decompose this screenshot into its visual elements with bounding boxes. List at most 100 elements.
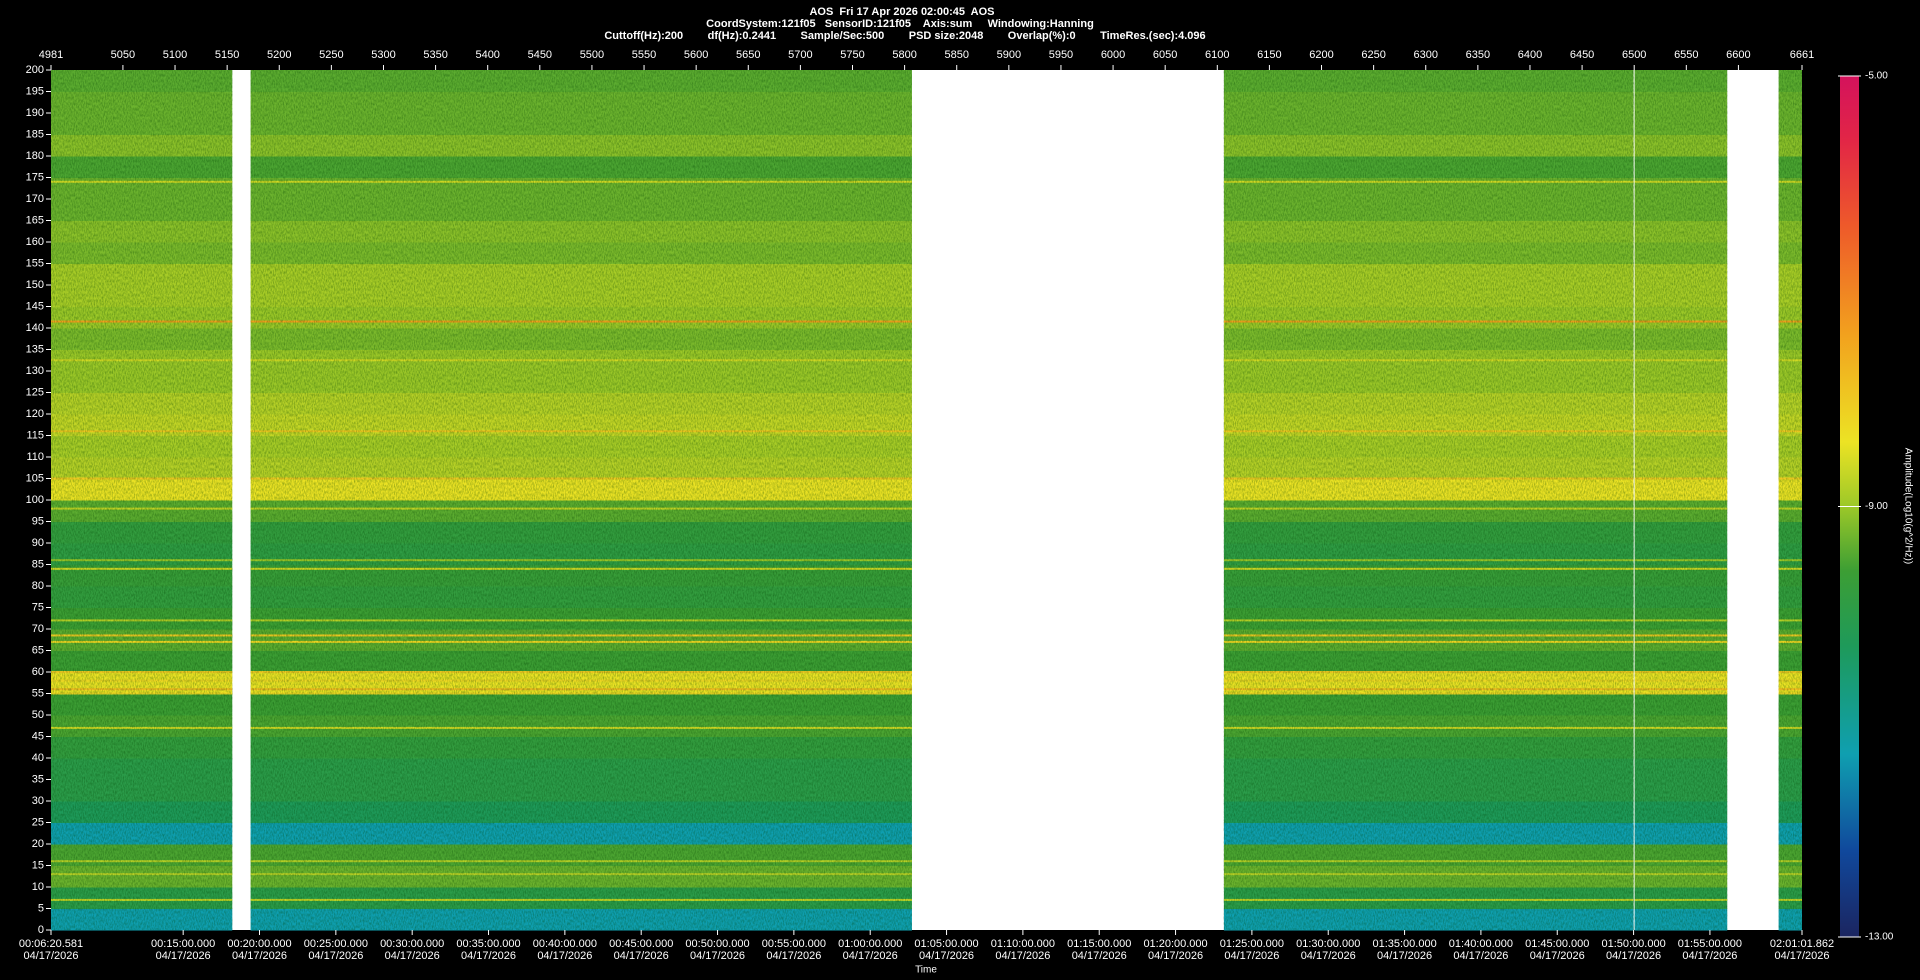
chart-subtitle: Cuttoff(Hz):200 df(Hz):0.2441 Sample/Sec… bbox=[604, 30, 1205, 42]
texture bbox=[51, 70, 233, 930]
y-tick-label: 20 bbox=[32, 838, 44, 850]
y-tick-label: 190 bbox=[26, 107, 44, 119]
x2-tick-label: 5500 bbox=[580, 49, 604, 61]
x2-tick-label: 5050 bbox=[111, 49, 135, 61]
x2-tick-label: 5700 bbox=[788, 49, 812, 61]
y-tick-label: 0 bbox=[38, 924, 44, 936]
y-tick-label: 50 bbox=[32, 709, 44, 721]
y-tick-label: 55 bbox=[32, 687, 44, 699]
x-tick-label: 01:15:00.000 bbox=[1067, 938, 1131, 950]
y-tick-label: 40 bbox=[32, 752, 44, 764]
x2-tick-label: 5300 bbox=[371, 49, 395, 61]
x-tick-date: 04/17/2026 bbox=[1774, 950, 1829, 962]
y-tick-label: 105 bbox=[26, 472, 44, 484]
y-tick-label: 145 bbox=[26, 300, 44, 312]
y-tick-label: 160 bbox=[26, 236, 44, 248]
y-tick-label: 170 bbox=[26, 193, 44, 205]
x-tick-label: 00:50:00.000 bbox=[685, 938, 749, 950]
x2-tick-label: 5400 bbox=[475, 49, 499, 61]
x-tick-label: 00:35:00.000 bbox=[456, 938, 520, 950]
x2-tick-label: 6550 bbox=[1674, 49, 1698, 61]
x-tick-label: 01:30:00.000 bbox=[1296, 938, 1360, 950]
x2-tick-label: 6400 bbox=[1518, 49, 1542, 61]
x2-tick-label: 5100 bbox=[163, 49, 187, 61]
y-tick-label: 45 bbox=[32, 730, 44, 742]
x-tick-date: 04/17/2026 bbox=[843, 950, 898, 962]
x-tick-date: 04/17/2026 bbox=[1453, 950, 1508, 962]
y-tick-label: 110 bbox=[26, 451, 44, 463]
y-tick-label: 140 bbox=[26, 322, 44, 334]
x-tick-label: 00:55:00.000 bbox=[762, 938, 826, 950]
y-tick-label: 75 bbox=[32, 601, 44, 613]
y-tick-label: 195 bbox=[26, 85, 44, 97]
x-tick-date: 04/17/2026 bbox=[23, 950, 78, 962]
colorbar-label: Amplitude(Log10(g^2/Hz)) bbox=[1902, 448, 1913, 564]
x2-tick-label: 6450 bbox=[1570, 49, 1594, 61]
x-tick-date: 04/17/2026 bbox=[690, 950, 745, 962]
y-tick-label: 165 bbox=[26, 214, 44, 226]
x-tick-date: 04/17/2026 bbox=[308, 950, 363, 962]
x-tick-label: 00:20:00.000 bbox=[227, 938, 291, 950]
y-tick-label: 15 bbox=[32, 859, 44, 871]
y-tick-label: 5 bbox=[38, 902, 44, 914]
x-tick-label: 00:25:00.000 bbox=[304, 938, 368, 950]
y-tick-label: 115 bbox=[26, 429, 44, 441]
x2-tick-label: 5550 bbox=[632, 49, 656, 61]
y-tick-label: 80 bbox=[32, 580, 44, 592]
x-tick-label: 01:45:00.000 bbox=[1525, 938, 1589, 950]
y-tick-label: 120 bbox=[26, 408, 44, 420]
x2-tick-label: 5600 bbox=[684, 49, 708, 61]
spectrogram-image bbox=[51, 70, 1802, 931]
x-tick-label: 01:20:00.000 bbox=[1143, 938, 1207, 950]
chart-subtitle: CoordSystem:121f05 SensorID:121f05 Axis:… bbox=[706, 18, 1094, 30]
x2-tick-label: 5650 bbox=[736, 49, 760, 61]
x-tick-date: 04/17/2026 bbox=[766, 950, 821, 962]
x-tick-date: 04/17/2026 bbox=[1682, 950, 1737, 962]
texture bbox=[250, 70, 912, 930]
texture bbox=[1778, 70, 1802, 930]
x-tick-label: 00:40:00.000 bbox=[533, 938, 597, 950]
y-tick-label: 35 bbox=[32, 773, 44, 785]
y-tick-label: 25 bbox=[32, 816, 44, 828]
x-tick-label: 01:55:00.000 bbox=[1678, 938, 1742, 950]
x-tick-date: 04/17/2026 bbox=[1301, 950, 1356, 962]
y-tick-label: 70 bbox=[32, 623, 44, 635]
x2-tick-label: 6000 bbox=[1101, 49, 1125, 61]
texture bbox=[1634, 70, 1728, 930]
x-tick-date: 04/17/2026 bbox=[1377, 950, 1432, 962]
y-tick-label: 65 bbox=[32, 644, 44, 656]
x-tick-date: 04/17/2026 bbox=[156, 950, 211, 962]
x2-tick-label: 5750 bbox=[840, 49, 864, 61]
x2-tick-label: 6050 bbox=[1153, 49, 1177, 61]
x-tick-label: 00:30:00.000 bbox=[380, 938, 444, 950]
chart-title: AOS Fri 17 Apr 2026 02:00:45 AOS bbox=[809, 6, 994, 18]
y-tick-label: 185 bbox=[26, 128, 44, 140]
x2-tick-label: 6600 bbox=[1726, 49, 1750, 61]
y-tick-label: 100 bbox=[26, 494, 44, 506]
y-tick-label: 175 bbox=[26, 171, 44, 183]
y-tick-label: 10 bbox=[32, 881, 44, 893]
y-tick-label: 180 bbox=[26, 150, 44, 162]
x-tick-label: 01:10:00.000 bbox=[991, 938, 1055, 950]
x2-tick-label: 5350 bbox=[423, 49, 447, 61]
x-tick-date: 04/17/2026 bbox=[232, 950, 287, 962]
y-tick-label: 60 bbox=[32, 666, 44, 678]
y-tick-label: 135 bbox=[26, 343, 44, 355]
x2-tick-label: 5200 bbox=[267, 49, 291, 61]
colorbar-tick-label: -5.00 bbox=[1865, 71, 1888, 82]
colorbar-tick-label: -9.00 bbox=[1865, 501, 1888, 512]
x-tick-label: 01:50:00.000 bbox=[1601, 938, 1665, 950]
y-tick-label: 155 bbox=[26, 257, 44, 269]
x2-tick-label: 5850 bbox=[944, 49, 968, 61]
x-axis-label: Time bbox=[915, 965, 937, 976]
x-tick-label: 00:45:00.000 bbox=[609, 938, 673, 950]
y-tick-label: 95 bbox=[32, 515, 44, 527]
x-tick-date: 04/17/2026 bbox=[461, 950, 516, 962]
x2-tick-label: 6150 bbox=[1257, 49, 1281, 61]
x2-tick-label: 6661 bbox=[1790, 49, 1814, 61]
x2-tick-label: 5250 bbox=[319, 49, 343, 61]
colorbar-tick-label: -13.00 bbox=[1865, 932, 1894, 943]
x-tick-date: 04/17/2026 bbox=[1148, 950, 1203, 962]
